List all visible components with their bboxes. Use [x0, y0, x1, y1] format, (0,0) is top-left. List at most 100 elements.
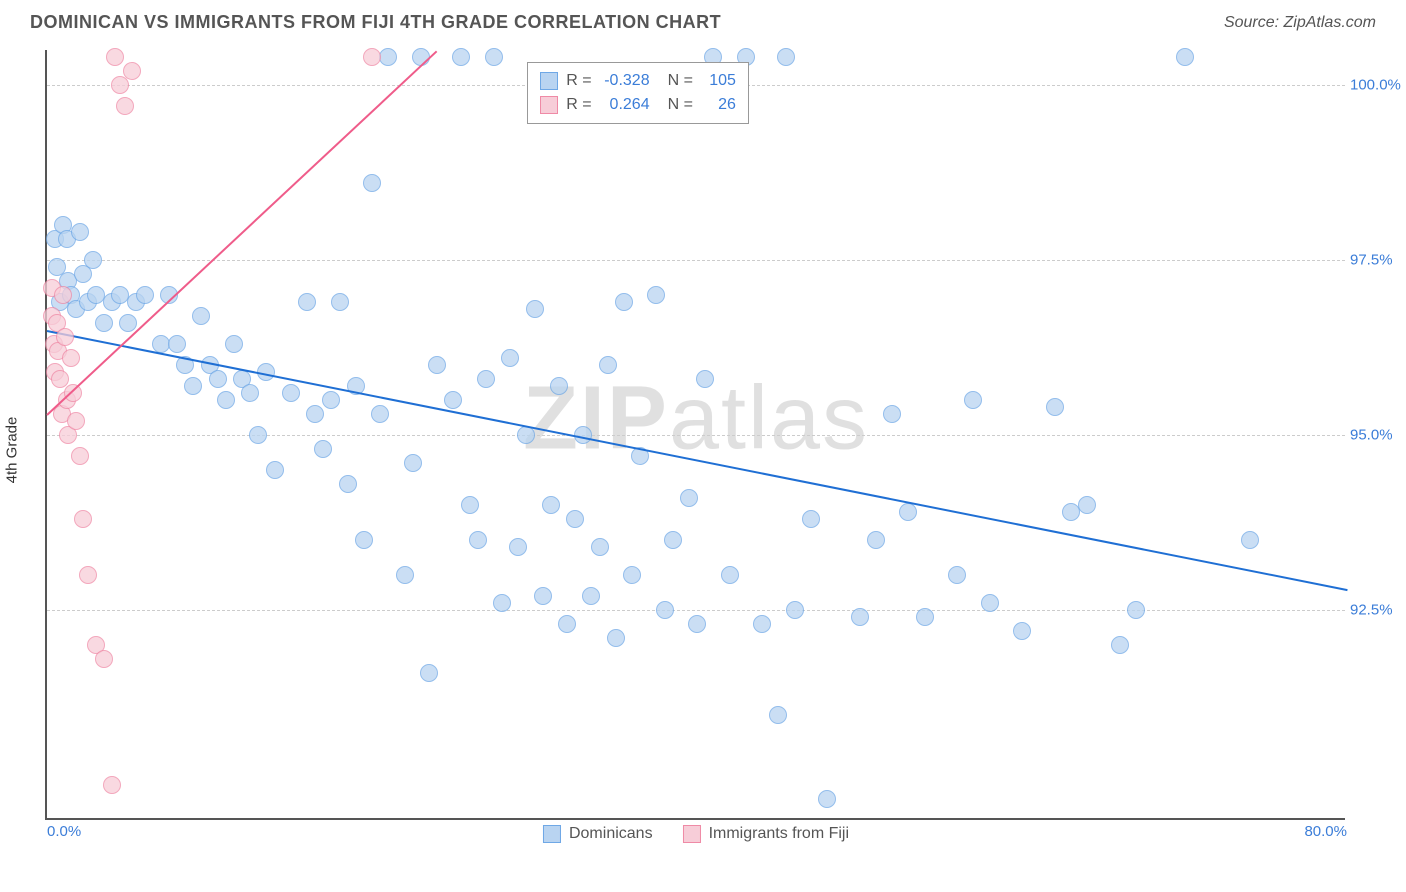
x-tick-label: 0.0%: [47, 823, 81, 840]
data-point: [64, 384, 82, 402]
grid-line: [47, 260, 1345, 261]
y-axis-title: 4th Grade: [4, 417, 21, 484]
data-point: [1127, 601, 1145, 619]
y-tick-label: 92.5%: [1350, 602, 1400, 619]
data-point: [225, 335, 243, 353]
data-point: [623, 566, 641, 584]
stats-row: R =-0.328N =105: [540, 69, 736, 93]
data-point: [168, 335, 186, 353]
legend-swatch: [540, 72, 558, 90]
data-point: [696, 370, 714, 388]
data-point: [322, 391, 340, 409]
data-point: [1111, 636, 1129, 654]
data-point: [534, 587, 552, 605]
data-point: [192, 307, 210, 325]
data-point: [396, 566, 414, 584]
data-point: [266, 461, 284, 479]
data-point: [452, 48, 470, 66]
data-point: [867, 531, 885, 549]
legend-label: Immigrants from Fiji: [709, 825, 849, 843]
plot-area: ZIPatlas 92.5%95.0%97.5%100.0%0.0%80.0%R…: [45, 50, 1345, 820]
y-tick-label: 95.0%: [1350, 427, 1400, 444]
data-point: [444, 391, 462, 409]
data-point: [1176, 48, 1194, 66]
data-point: [428, 356, 446, 374]
data-point: [916, 608, 934, 626]
data-point: [209, 370, 227, 388]
data-point: [363, 174, 381, 192]
legend-swatch: [683, 825, 701, 843]
data-point: [501, 349, 519, 367]
stats-box: R =-0.328N =105R =0.264N =26: [527, 62, 749, 124]
data-point: [591, 538, 609, 556]
chart-title: DOMINICAN VS IMMIGRANTS FROM FIJI 4TH GR…: [30, 12, 721, 33]
grid-line: [47, 610, 1345, 611]
data-point: [119, 314, 137, 332]
stat-n-value: 26: [701, 93, 736, 117]
data-point: [123, 62, 141, 80]
data-point: [420, 664, 438, 682]
data-point: [116, 97, 134, 115]
data-point: [106, 48, 124, 66]
bottom-legend: Dominicans Immigrants from Fiji: [543, 825, 849, 843]
data-point: [964, 391, 982, 409]
stat-r-value: 0.264: [600, 93, 650, 117]
data-point: [95, 314, 113, 332]
data-point: [136, 286, 154, 304]
stat-r-label: R =: [566, 93, 591, 117]
data-point: [282, 384, 300, 402]
data-point: [79, 566, 97, 584]
trend-line: [47, 330, 1347, 591]
data-point: [721, 566, 739, 584]
data-point: [509, 538, 527, 556]
data-point: [493, 594, 511, 612]
data-point: [404, 454, 422, 472]
x-tick-label: 80.0%: [1304, 823, 1347, 840]
data-point: [883, 405, 901, 423]
data-point: [249, 426, 267, 444]
data-point: [899, 503, 917, 521]
stat-r-value: -0.328: [600, 69, 650, 93]
y-tick-label: 97.5%: [1350, 252, 1400, 269]
data-point: [647, 286, 665, 304]
data-point: [363, 48, 381, 66]
grid-line: [47, 435, 1345, 436]
data-point: [331, 293, 349, 311]
data-point: [802, 510, 820, 528]
stat-n-value: 105: [701, 69, 736, 93]
legend-swatch: [543, 825, 561, 843]
data-point: [461, 496, 479, 514]
data-point: [664, 531, 682, 549]
stat-r-label: R =: [566, 69, 591, 93]
chart-header: DOMINICAN VS IMMIGRANTS FROM FIJI 4TH GR…: [0, 0, 1406, 40]
legend-item: Dominicans: [543, 825, 653, 843]
data-point: [84, 251, 102, 269]
data-point: [477, 370, 495, 388]
data-point: [184, 377, 202, 395]
data-point: [1046, 398, 1064, 416]
legend-swatch: [540, 96, 558, 114]
data-point: [67, 412, 85, 430]
data-point: [469, 531, 487, 549]
data-point: [558, 615, 576, 633]
data-point: [566, 510, 584, 528]
chart-source: Source: ZipAtlas.com: [1224, 14, 1376, 32]
data-point: [485, 48, 503, 66]
data-point: [851, 608, 869, 626]
data-point: [379, 48, 397, 66]
data-point: [680, 489, 698, 507]
data-point: [1013, 622, 1031, 640]
data-point: [769, 706, 787, 724]
data-point: [71, 223, 89, 241]
stat-n-label: N =: [668, 93, 693, 117]
data-point: [241, 384, 259, 402]
data-point: [550, 377, 568, 395]
data-point: [339, 475, 357, 493]
data-point: [526, 300, 544, 318]
data-point: [306, 405, 324, 423]
chart-container: 4th Grade ZIPatlas 92.5%95.0%97.5%100.0%…: [0, 40, 1406, 860]
data-point: [753, 615, 771, 633]
trend-line: [46, 50, 437, 415]
y-tick-label: 100.0%: [1350, 77, 1400, 94]
data-point: [62, 349, 80, 367]
